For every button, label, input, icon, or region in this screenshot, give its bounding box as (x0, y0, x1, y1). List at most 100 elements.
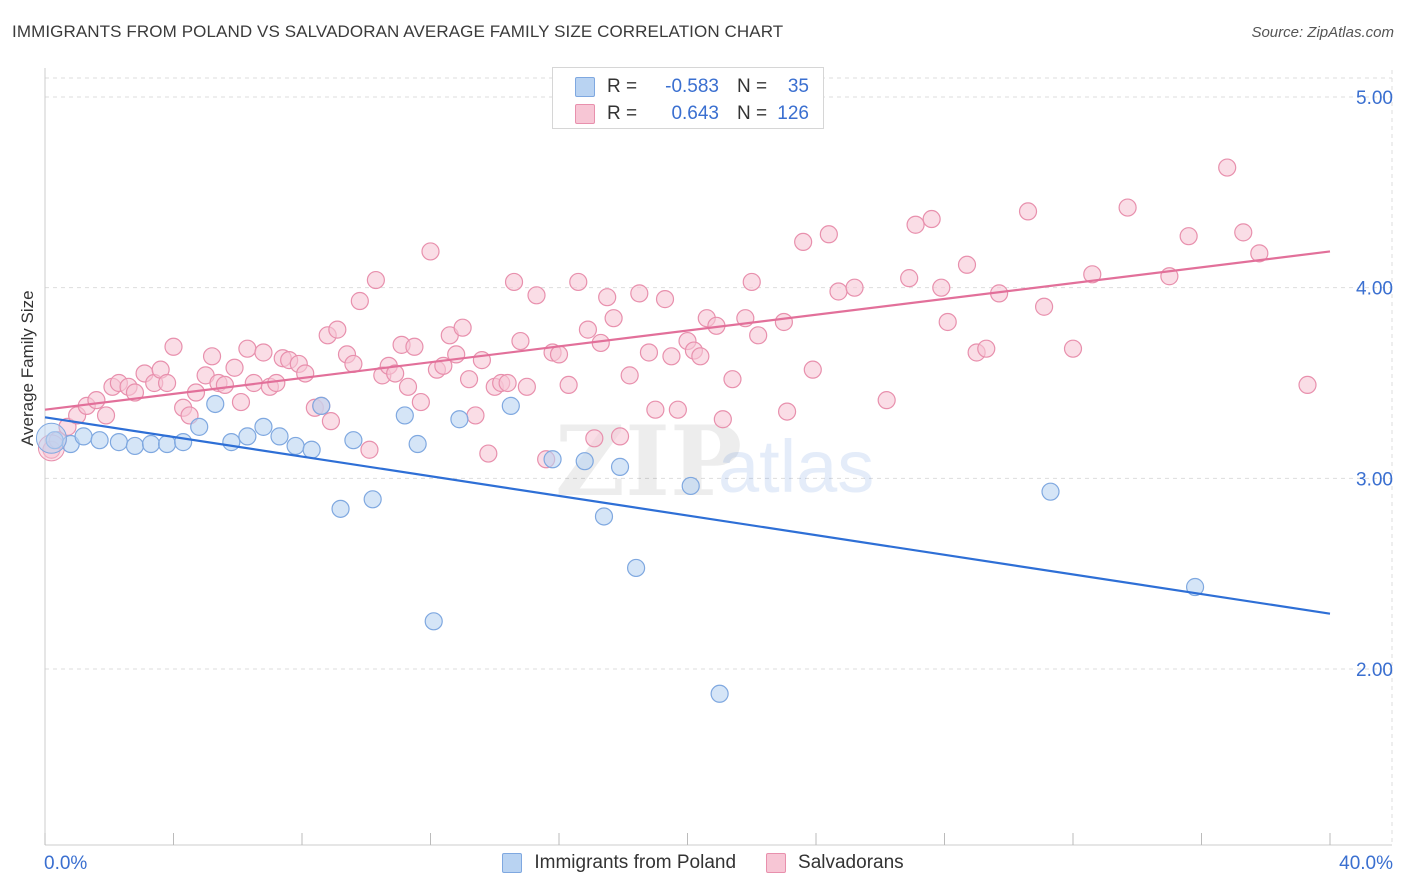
poland-point (157, 434, 177, 454)
poland-point (626, 558, 646, 578)
salvadoran-trend-line (44, 250, 1331, 411)
salvadoran-point (225, 358, 244, 377)
poland-point (174, 433, 193, 452)
salvadoran-point (668, 400, 687, 419)
legend-item-poland[interactable]: Immigrants from Poland (502, 852, 736, 874)
salvadoran-point (366, 270, 385, 290)
salvadoran-n-value: 126 (777, 103, 809, 124)
poland-r-value: -0.583 (665, 76, 719, 97)
salvadoran-point (569, 272, 588, 292)
salvadoran-point (662, 347, 681, 366)
poland-cluster-point (35, 422, 67, 454)
salvadoran-point (453, 318, 472, 337)
poland-point (681, 476, 700, 496)
salvadoran-point (906, 215, 925, 234)
salvadoran-point (938, 312, 957, 332)
salvadoran-point (559, 375, 578, 395)
poland-legend-swatch (502, 853, 523, 873)
salvadoran-point (479, 444, 498, 463)
salvadoran-point (777, 402, 797, 421)
salvadoran-point (655, 290, 675, 309)
r-label: R = (607, 76, 638, 97)
salvadoran-point (922, 209, 941, 229)
y-tick-label: 2.00 (1356, 660, 1393, 681)
salvadoran-point (691, 347, 710, 366)
legend-row-salvadoran: R = 0.643 N = 126 (575, 101, 809, 127)
salvadoran-point (630, 284, 649, 303)
salvadoran-point (610, 427, 630, 446)
correlation-legend: R = -0.583 N = 35 R = 0.643 N = 126 (552, 67, 824, 129)
trend-lines (44, 250, 1331, 615)
salvadoran-point (620, 366, 639, 385)
salvadoran-point (877, 391, 896, 410)
poland-swatch (575, 77, 595, 97)
grid-lines (45, 70, 1393, 845)
source-label: Source: ZipAtlas.com (1251, 24, 1394, 41)
poland-point (331, 499, 350, 518)
salvadoran-point (466, 406, 485, 425)
poland-point (270, 427, 289, 446)
salvadoran-point (459, 370, 479, 389)
salvadoran-swatch (575, 104, 595, 124)
salvadoran-point (1298, 375, 1317, 395)
salvadoran-point (598, 288, 617, 307)
salvadoran-point (957, 255, 977, 274)
y-tick-label: 5.00 (1356, 88, 1393, 109)
salvadoran-point (794, 232, 813, 252)
salvadoran-point (819, 225, 838, 244)
poland-point (141, 434, 161, 454)
salvadoran-point (504, 272, 524, 292)
salvadoran-point (900, 269, 919, 288)
salvadoran-point (803, 360, 822, 379)
poland-point (238, 427, 257, 446)
salvadoran-point (749, 326, 768, 345)
legend-item-salvadoran[interactable]: Salvadorans (766, 852, 904, 874)
salvadoran-point (774, 312, 793, 332)
x-tick-label-min: 0.0% (44, 853, 87, 874)
poland-point (344, 431, 363, 450)
salvadoran-point (723, 370, 742, 389)
salvadoran-point (742, 272, 761, 292)
poland-point (1185, 577, 1205, 597)
poland-point (90, 431, 109, 450)
poland-point (125, 436, 145, 456)
salvadoran-point (549, 345, 569, 364)
salvadoran-point (527, 286, 546, 305)
poland-point (254, 417, 273, 436)
poland-legend-label: Immigrants from Poland (534, 852, 737, 873)
salvadoran-point (517, 377, 536, 396)
salvadoran-point (405, 337, 424, 356)
salvadoran-point (1234, 223, 1253, 242)
poland-point (594, 507, 614, 526)
r-label: R = (607, 103, 638, 124)
salvadoran-point (321, 412, 341, 431)
watermark-atlas: atlas (718, 425, 874, 508)
y-axis-label: Average Family Size (18, 290, 37, 446)
poland-point (408, 434, 427, 454)
poland-point (206, 394, 225, 414)
poland-point (610, 457, 630, 476)
poland-point (74, 427, 93, 446)
salvadoran-point (254, 343, 273, 362)
series-legend: Immigrants from Poland Salvadorans (0, 852, 1406, 874)
salvadoran-point (386, 364, 405, 383)
poland-point (501, 396, 520, 415)
poland-point (575, 452, 594, 471)
salvadoran-point (639, 343, 659, 362)
poland-point (222, 433, 241, 452)
salvadoran-point (202, 347, 222, 366)
salvadoran-point (1063, 339, 1083, 358)
salvadoran-point (350, 291, 369, 311)
poland-point (710, 684, 729, 703)
poland-point (286, 436, 305, 456)
salvadoran-r-value: 0.643 (671, 103, 719, 124)
salvadoran-point (829, 282, 848, 301)
salvadoran-point (845, 278, 864, 297)
salvadoran-point (1083, 265, 1102, 284)
salvadoran-point (1118, 198, 1137, 217)
poland-point (450, 410, 469, 429)
salvadoran-point (215, 375, 234, 395)
salvadoran-point (578, 320, 598, 339)
salvadoran-points (37, 158, 1317, 469)
